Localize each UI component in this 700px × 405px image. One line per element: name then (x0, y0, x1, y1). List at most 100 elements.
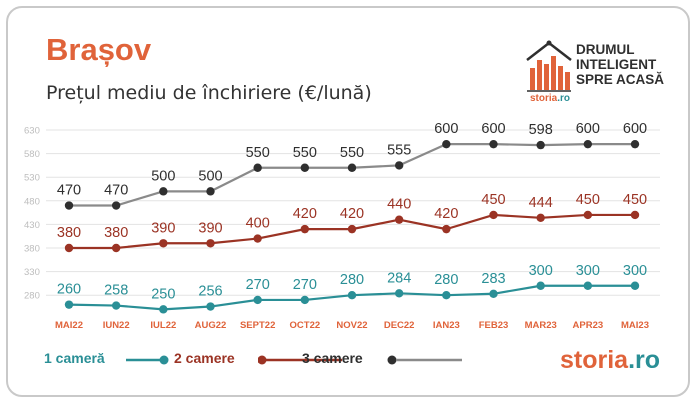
data-label: 550 (340, 145, 364, 161)
data-point (394, 215, 404, 224)
data-point (489, 289, 498, 298)
data-point (64, 201, 74, 210)
data-point (347, 224, 357, 234)
data-label: 250 (151, 286, 175, 302)
data-point (64, 300, 74, 309)
x-tick-label: IUL22 (150, 320, 176, 331)
x-tick-label: DEC22 (384, 320, 415, 331)
x-tick-label: IAN23 (433, 320, 460, 331)
logo-brand-name: storia (530, 93, 558, 104)
footer-brand-name: storia (560, 346, 629, 374)
data-label: 420 (434, 206, 458, 222)
data-point (630, 210, 640, 220)
data-point (64, 243, 74, 253)
x-tick-label: IUN22 (103, 320, 130, 331)
data-point (583, 281, 593, 290)
data-point (442, 291, 451, 300)
footer-brand-logo: storia.ro (560, 346, 660, 375)
data-label: 300 (623, 263, 647, 279)
y-tick-label: 480 (24, 196, 40, 207)
data-point (206, 187, 215, 196)
x-tick-label: APR23 (573, 320, 604, 331)
data-label: 450 (576, 192, 600, 208)
data-point (347, 291, 357, 300)
data-point (253, 163, 262, 172)
x-tick-label: NOV22 (336, 320, 367, 331)
y-tick-label: 280 (24, 291, 40, 302)
data-point (111, 243, 121, 253)
x-tick-label: MAI23 (621, 320, 649, 331)
x-tick-label: MAR23 (525, 320, 557, 331)
slogan-line: DRUMUL (576, 42, 635, 57)
data-point (300, 295, 310, 305)
grid-layer (46, 129, 660, 296)
data-label: 300 (529, 263, 553, 279)
y-tick-label: 530 (24, 173, 40, 184)
y-tick-label: 580 (24, 149, 40, 160)
campaign-logo: DRUMUL INTELIGENT SPRE ACASĂ storia.ro (524, 40, 674, 110)
x-tick-label: MAI22 (55, 320, 83, 331)
logo-brand-small: storia.ro (530, 93, 570, 104)
data-point (442, 224, 451, 234)
x-tick-label: AUG22 (195, 320, 227, 331)
data-point (630, 139, 640, 149)
data-label: 258 (104, 283, 128, 299)
data-label: 400 (246, 216, 270, 232)
data-point (111, 201, 121, 210)
data-label: 470 (57, 183, 81, 199)
x-axis: MAI22 IUN22 IUL22 AUG22 SEPT22 OCT22 NOV22 DEC2… (55, 320, 649, 331)
data-point (206, 302, 215, 311)
data-label: 380 (57, 225, 81, 241)
data-label: 270 (246, 277, 270, 293)
data-point (253, 295, 262, 305)
data-label: 450 (623, 192, 647, 208)
x-tick-label: FEB23 (479, 320, 509, 331)
data-label: 283 (481, 271, 505, 287)
legend-label: 1 cameră (44, 350, 105, 366)
data-label: 470 (104, 183, 128, 199)
legend-label: 2 camere (174, 350, 235, 366)
data-label: 300 (576, 263, 600, 279)
series-2 (64, 210, 640, 253)
data-label: 440 (387, 197, 411, 213)
data-point (159, 187, 168, 196)
data-label: 600 (481, 121, 505, 137)
data-label: 555 (387, 142, 411, 158)
data-label: 500 (151, 168, 175, 184)
y-tick-label: 330 (24, 267, 40, 278)
y-tick-label: 630 (24, 126, 40, 137)
data-point (442, 139, 451, 149)
data-point (300, 163, 310, 172)
data-point (583, 210, 593, 220)
data-point (206, 239, 215, 248)
slogan-line: INTELIGENT (576, 57, 657, 72)
data-point (583, 139, 593, 149)
data-point (159, 305, 168, 314)
city-title: Brașov (46, 32, 152, 67)
data-point (536, 281, 545, 290)
data-label: 600 (434, 121, 458, 137)
data-label: 380 (104, 225, 128, 241)
data-label: 450 (481, 192, 505, 208)
data-label: 390 (151, 220, 175, 236)
y-axis: 280 330 380 430 480 530 580 630 (24, 126, 40, 302)
data-point (394, 161, 404, 170)
house-bars-icon (526, 40, 572, 92)
data-point (489, 139, 498, 149)
chart-subtitle: Prețul mediu de închiriere (€/lună) (46, 82, 372, 104)
data-label: 444 (529, 195, 553, 211)
data-label: 270 (293, 277, 317, 293)
data-label: 420 (293, 206, 317, 222)
data-label: 598 (529, 122, 553, 138)
series-1 (64, 281, 640, 314)
data-point (394, 289, 404, 298)
data-label: 600 (623, 121, 647, 137)
y-tick-label: 430 (24, 220, 40, 231)
campaign-slogan: DRUMUL INTELIGENT SPRE ACASĂ (576, 42, 664, 87)
data-label: 550 (293, 145, 317, 161)
data-label: 390 (198, 220, 222, 236)
infographic-card (6, 6, 690, 397)
data-point (300, 224, 310, 234)
data-label: 550 (246, 145, 270, 161)
